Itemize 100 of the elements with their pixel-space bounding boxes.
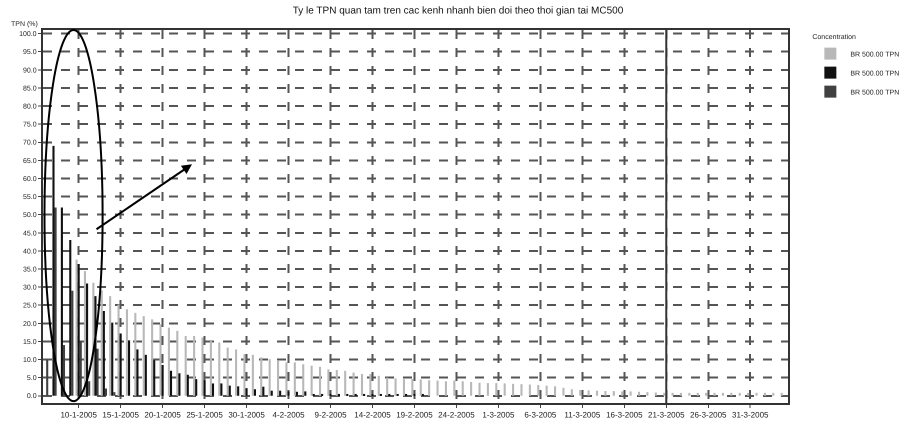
bar bbox=[562, 388, 564, 396]
x-tick-label: 1-3-2005 bbox=[482, 410, 515, 420]
chart-title: Ty le TPN quan tam tren cac kenh nhanh bien doi theo thoi gian tai MC500 bbox=[292, 5, 624, 16]
bar bbox=[287, 391, 290, 396]
bar bbox=[537, 384, 540, 396]
bar bbox=[142, 316, 145, 396]
bar bbox=[570, 389, 573, 396]
bar bbox=[646, 392, 648, 396]
bar bbox=[528, 384, 531, 396]
bar bbox=[118, 304, 120, 396]
bar bbox=[386, 378, 388, 396]
bar bbox=[210, 341, 212, 396]
bar bbox=[52, 146, 55, 396]
x-tick-label: 4-2-2005 bbox=[272, 410, 306, 420]
bar bbox=[151, 319, 154, 396]
bar bbox=[504, 383, 506, 396]
bar bbox=[688, 392, 690, 396]
bar bbox=[46, 360, 48, 396]
bar bbox=[88, 381, 90, 396]
bar bbox=[453, 380, 456, 396]
bar bbox=[235, 349, 238, 396]
bar bbox=[168, 328, 170, 396]
bar bbox=[772, 392, 774, 396]
bar bbox=[630, 391, 632, 396]
x-tick-label: 6-3-2005 bbox=[524, 410, 557, 420]
bar bbox=[126, 309, 128, 396]
bar bbox=[394, 378, 397, 396]
bar bbox=[268, 359, 271, 396]
bar bbox=[302, 364, 304, 396]
x-tick-label: 14-2-2005 bbox=[354, 410, 392, 420]
x-tick-label: 10-1-2005 bbox=[60, 410, 98, 420]
bar bbox=[402, 379, 406, 396]
bar bbox=[78, 264, 80, 396]
bar bbox=[411, 379, 414, 396]
bar bbox=[654, 392, 657, 396]
bar bbox=[159, 324, 162, 396]
bar bbox=[243, 354, 246, 396]
bar bbox=[54, 207, 57, 396]
bar bbox=[780, 392, 783, 396]
bar bbox=[546, 386, 548, 396]
bar bbox=[296, 392, 298, 396]
x-tick-label: 9-2-2005 bbox=[314, 410, 348, 420]
bar bbox=[96, 348, 99, 396]
bar bbox=[76, 260, 78, 396]
bar bbox=[100, 290, 103, 396]
bar bbox=[470, 382, 472, 396]
bar bbox=[80, 341, 82, 396]
x-tick-label: 20-1-2005 bbox=[144, 410, 182, 420]
bar bbox=[344, 370, 346, 396]
bar bbox=[696, 392, 699, 396]
bar bbox=[730, 392, 732, 396]
bar bbox=[579, 390, 582, 396]
x-tick-label: 30-1-2005 bbox=[228, 410, 266, 420]
bar bbox=[176, 330, 178, 396]
x-tick-label: 24-2-2005 bbox=[438, 410, 476, 420]
bar bbox=[60, 207, 63, 396]
bar bbox=[747, 392, 750, 396]
bar bbox=[237, 386, 240, 396]
bar bbox=[226, 348, 229, 396]
x-tick-label: 31-3-2005 bbox=[732, 410, 770, 420]
bar bbox=[714, 392, 716, 396]
bar bbox=[738, 392, 741, 396]
bar bbox=[420, 379, 422, 396]
bar bbox=[170, 370, 172, 396]
x-tick-label: 11-3-2005 bbox=[564, 410, 601, 420]
bar bbox=[220, 383, 222, 396]
bar bbox=[722, 392, 724, 396]
bar bbox=[478, 382, 481, 396]
bar bbox=[84, 271, 86, 396]
bar bbox=[228, 386, 231, 396]
x-tick-label: 21-3-2005 bbox=[648, 410, 686, 420]
bar bbox=[276, 360, 280, 396]
x-tick-label: 26-3-2005 bbox=[690, 410, 728, 420]
bar bbox=[495, 383, 498, 396]
bar bbox=[369, 374, 372, 396]
bar bbox=[71, 290, 74, 396]
bar bbox=[195, 379, 198, 396]
bar bbox=[444, 381, 447, 396]
bar bbox=[218, 342, 220, 396]
bar bbox=[69, 240, 72, 396]
x-tick-label: 25-1-2005 bbox=[186, 410, 224, 420]
bar bbox=[260, 357, 262, 396]
bar bbox=[486, 383, 489, 396]
bar bbox=[113, 392, 116, 396]
bar bbox=[705, 392, 708, 396]
bar bbox=[178, 373, 180, 396]
bar bbox=[104, 388, 108, 396]
bar bbox=[663, 392, 666, 396]
bar bbox=[162, 364, 164, 396]
bar bbox=[436, 380, 439, 396]
bar bbox=[764, 392, 766, 396]
bar bbox=[672, 392, 674, 396]
bar bbox=[360, 374, 364, 396]
bar bbox=[621, 391, 624, 396]
bar bbox=[212, 383, 214, 396]
bar bbox=[102, 311, 105, 396]
bar bbox=[128, 340, 130, 396]
bar bbox=[184, 336, 187, 396]
bar bbox=[304, 391, 306, 396]
bar bbox=[755, 392, 758, 396]
